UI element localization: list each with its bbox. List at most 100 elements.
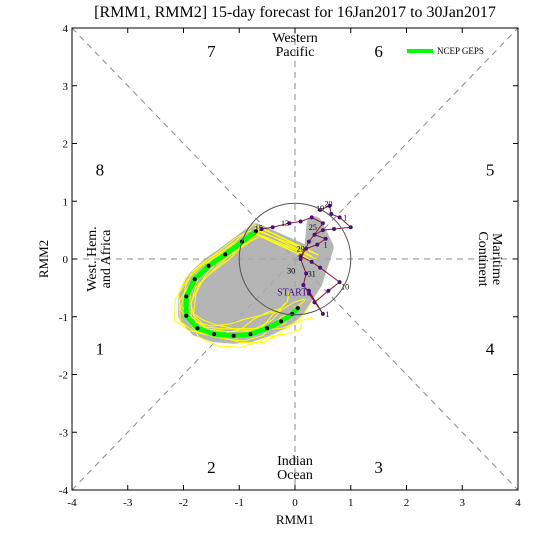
mean-forecast-point <box>206 263 211 268</box>
mean-forecast-point <box>248 332 253 337</box>
legend: NCEP GEPS <box>407 46 484 56</box>
x-tick-label: 0 <box>292 497 298 509</box>
observed-day-label: 30 <box>287 267 295 276</box>
observed-point <box>315 242 320 247</box>
observed-day-label: 1 <box>325 310 329 319</box>
observed-point <box>327 203 332 208</box>
observed-day-label: 20 <box>324 200 332 209</box>
mean-forecast-point <box>253 229 258 234</box>
observed-day-label: 10 <box>341 283 349 292</box>
region-left-line1: West. Hem. <box>85 226 100 291</box>
region-top-line1: Western <box>272 31 318 46</box>
observed-day-label: 1 <box>324 241 328 250</box>
observed-point <box>304 246 309 251</box>
mean-forecast-point <box>192 277 197 282</box>
observed-point <box>337 280 342 285</box>
mean-forecast-point <box>265 326 270 331</box>
x-tick-label: 4 <box>515 497 521 509</box>
observed-day-label: 31 <box>308 269 316 278</box>
observed-point <box>306 288 311 293</box>
y-tick-label: -4 <box>59 485 69 497</box>
mean-forecast-point <box>223 252 228 257</box>
phase-number: 6 <box>374 42 383 61</box>
region-top-line2: Pacific <box>276 45 315 60</box>
phase-number: 5 <box>486 160 495 179</box>
y-axis-ticks: -4 -3 -2 -1 0 1 2 3 4 <box>59 23 518 497</box>
observed-point <box>312 232 317 237</box>
x-tick-label: -2 <box>179 497 188 509</box>
ensemble-member-line <box>190 235 317 344</box>
observed-point <box>259 226 264 231</box>
x-tick-label: 3 <box>460 497 466 509</box>
x-tick-label: 1 <box>348 497 354 509</box>
observed-line <box>261 205 352 315</box>
observed-point <box>298 254 303 259</box>
phase-number: 4 <box>486 340 495 359</box>
observed-point <box>298 257 303 261</box>
observed-point <box>301 282 306 287</box>
observed-day-label: 15 <box>255 224 263 233</box>
mean-forecast <box>183 229 300 339</box>
observed-point <box>298 219 303 224</box>
observed-point <box>332 226 337 231</box>
y-tick-label: 4 <box>63 23 69 35</box>
observed-point <box>270 225 275 230</box>
region-bottom-line1: Indian <box>277 454 313 469</box>
observed-point <box>320 221 325 226</box>
legend-label: NCEP GEPS <box>437 46 484 56</box>
observed-point <box>309 215 314 220</box>
unit-circle <box>238 202 352 316</box>
observed-point <box>337 215 342 220</box>
y-tick-label: 2 <box>63 139 69 151</box>
mean-forecast-point <box>212 332 217 337</box>
observed-point <box>329 211 334 216</box>
mean-forecast-point <box>195 326 200 331</box>
mean-forecast-point <box>184 313 189 318</box>
phase-number: 7 <box>207 42 216 61</box>
observed-point <box>326 288 331 293</box>
region-left-line2: and Africa <box>99 229 114 288</box>
region-right-line2: Continent <box>475 231 490 286</box>
x-tick-label: 2 <box>404 497 410 509</box>
observed-point <box>320 311 325 316</box>
x-axis-ticks: -4 -3 -2 -1 0 1 2 3 4 <box>67 28 521 509</box>
observed-point <box>306 239 311 244</box>
observed-point <box>306 291 311 296</box>
y-tick-label: -1 <box>59 312 68 324</box>
phase-number: 2 <box>207 458 216 477</box>
observed-point <box>318 265 323 270</box>
y-tick-label: 0 <box>63 254 69 266</box>
observed-point <box>287 221 292 226</box>
phase-number: 8 <box>96 160 105 179</box>
observed-point <box>348 225 353 230</box>
observed-point <box>304 271 309 276</box>
mean-forecast-point <box>184 294 189 299</box>
start-label: START <box>277 287 307 298</box>
phase-number: 1 <box>96 340 105 359</box>
y-axis-label: RMM2 <box>36 240 51 278</box>
mean-forecast-point <box>231 333 236 338</box>
y-tick-label: 1 <box>63 196 69 208</box>
x-tick-label: -4 <box>67 497 77 509</box>
x-tick-label: -1 <box>235 497 244 509</box>
observed-day-label: 25 <box>309 223 317 232</box>
y-tick-label: 3 <box>63 81 69 93</box>
phase-number: 3 <box>374 458 383 477</box>
ensemble-member-line <box>192 227 319 333</box>
region-right-line1: Maritime <box>489 233 504 285</box>
phase-numbers: 1 2 3 4 5 6 7 8 <box>96 42 495 477</box>
region-bottom-line2: Ocean <box>277 468 313 483</box>
ensemble-member-line <box>184 230 314 330</box>
y-tick-label: -3 <box>59 427 69 439</box>
observed-day-label: 29 <box>297 245 305 254</box>
observed-point <box>323 236 328 241</box>
y-tick-label: -2 <box>59 370 68 382</box>
observed-day-label: 13 <box>281 219 289 228</box>
observed-point <box>312 300 317 305</box>
mean-forecast-point <box>295 306 300 311</box>
x-tick-label: -3 <box>123 497 133 509</box>
observed-point <box>309 259 314 264</box>
observed-point <box>320 228 325 233</box>
mean-forecast-point <box>279 319 284 324</box>
